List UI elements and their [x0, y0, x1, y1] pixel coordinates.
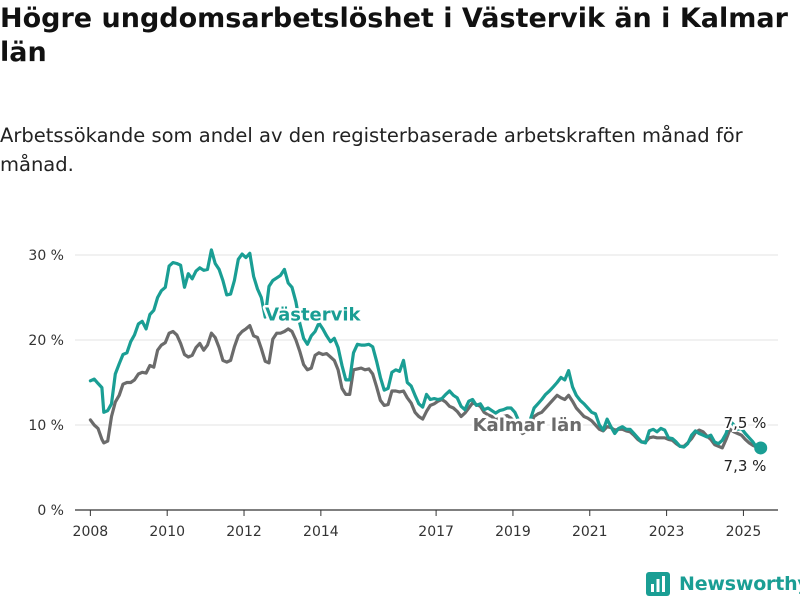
series-layer [88, 248, 768, 455]
end-label-vastervik: 7,5 % [724, 414, 767, 432]
x-tick-label: 2019 [495, 524, 531, 540]
x-tick-label: 2023 [649, 524, 685, 540]
x-axis: 2008 2010 2012 2014 2017 2019 2021 2023 2025 [73, 510, 762, 540]
y-axis: 0 % 10 % 20 % 30 % [28, 248, 64, 519]
y-tick-label: 0 % [37, 503, 64, 519]
series-label-kalmar: Kalmar län [473, 415, 582, 436]
x-tick-label: 2010 [149, 524, 185, 540]
series-line-vastervik [88, 248, 763, 450]
end-point-vastervik [756, 442, 765, 451]
newsworthy-logo: Newsworthy [645, 568, 800, 600]
series-label-vastervik: Västervik [265, 304, 361, 325]
y-tick-label: 30 % [28, 248, 64, 264]
gridlines [75, 254, 778, 511]
chart-subtitle: Arbetssökande som andel av den registerb… [0, 124, 743, 176]
x-tick-label: 2021 [572, 524, 608, 540]
y-tick-label: 20 % [28, 333, 64, 349]
y-tick-label: 10 % [28, 418, 64, 434]
bar-chart-icon [646, 572, 670, 596]
x-tick-label: 2014 [303, 524, 339, 540]
line-chart: 2008 2010 2012 2014 2017 2019 2021 2023 2025 0 %… [28, 248, 778, 540]
chart-title: Högre ungdomsarbetslöshet i Västervik än… [0, 3, 788, 68]
x-tick-label: 2008 [73, 524, 109, 540]
x-tick-label: 2012 [226, 524, 262, 540]
x-tick-label: 2017 [418, 524, 454, 540]
series-line-kalmar [88, 324, 763, 450]
end-label-kalmar: 7,3 % [724, 457, 767, 475]
logo-text: Newsworthy [679, 573, 800, 595]
x-tick-label: 2025 [726, 524, 762, 540]
label-layer: Västervik Kalmar län 7,5 % 7,3 % [263, 302, 769, 477]
